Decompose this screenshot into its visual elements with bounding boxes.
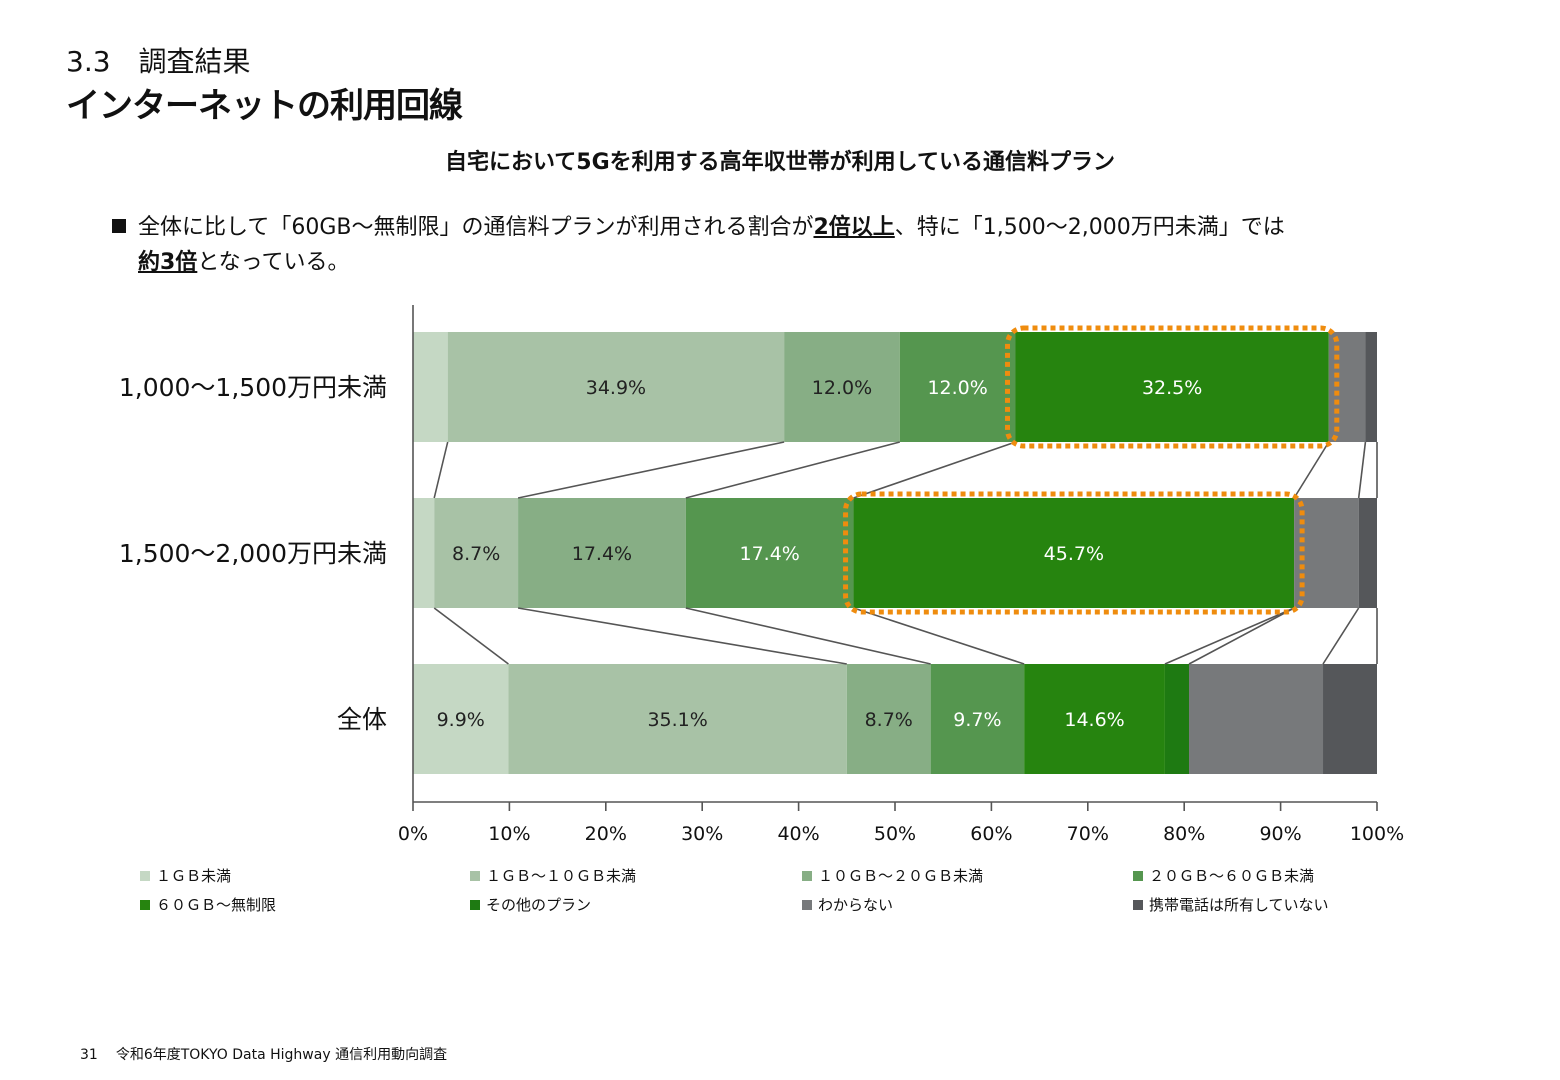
legend-label: ２０ＧＢ～６０ＧＢ未満 — [1149, 867, 1314, 885]
category-label: 1,500～2,000万円未満 — [119, 539, 387, 568]
bar-segment — [930, 664, 1025, 774]
note-text: 全体に比して「60GB～無制限」の通信料プランが利用される割合が — [138, 215, 814, 240]
page-number: 31 — [80, 1047, 98, 1063]
connector-line — [1322, 607, 1360, 665]
legend-swatch — [1133, 900, 1143, 910]
data-label: 17.4% — [740, 543, 800, 565]
bar-segment — [1015, 332, 1329, 442]
data-label: 32.5% — [1142, 377, 1202, 399]
bar-segment — [508, 664, 847, 774]
legend-label: 携帯電話は所有していない — [1149, 896, 1329, 914]
bar-segment — [1164, 664, 1190, 774]
chart-title: 自宅において5Gを利用する高年収世帯が利用している通信料プラン — [444, 150, 1116, 175]
bar-segment — [434, 498, 519, 608]
bar-segment — [1365, 332, 1377, 442]
legend-swatch — [140, 871, 150, 881]
category-label: 1,000～1,500万円未満 — [119, 373, 387, 402]
connector-line — [685, 607, 931, 665]
bar-segment — [1294, 498, 1359, 608]
connector-line — [433, 441, 449, 499]
note-text: 、特に「1,500～2,000万円未満」では — [894, 215, 1285, 240]
legend-swatch — [140, 900, 150, 910]
bar-segment — [413, 332, 448, 442]
bar-segment — [518, 498, 686, 608]
note-emphasis: 2倍以上 — [813, 215, 895, 240]
footer-source: 令和6年度TOKYO Data Highway 通信利用動向調査 — [115, 1047, 448, 1063]
data-label: 9.9% — [437, 709, 485, 731]
x-tick-label: 90% — [1259, 823, 1301, 845]
x-tick-label: 0% — [398, 823, 428, 845]
data-label: 45.7% — [1044, 543, 1104, 565]
note-line-1: 全体に比して「60GB～無制限」の通信料プランが利用される割合が2倍以上、特に「… — [112, 210, 1442, 245]
data-label: 8.7% — [865, 709, 913, 731]
legend-label: １ＧＢ～１０ＧＢ未満 — [486, 867, 636, 885]
bar-segment — [899, 332, 1016, 442]
legend-swatch — [802, 871, 812, 881]
data-label: 17.4% — [572, 543, 632, 565]
bar-segment — [1323, 664, 1377, 774]
connector-line — [1357, 441, 1367, 499]
legend-swatch — [470, 871, 480, 881]
legend-label: その他のプラン — [486, 896, 591, 914]
legend-label: １ＧＢ未満 — [156, 867, 231, 885]
page-title: インターネットの利用回線 — [66, 86, 463, 126]
x-tick-label: 100% — [1350, 823, 1404, 845]
x-tick-label: 50% — [874, 823, 916, 845]
bar-segment — [413, 664, 509, 774]
data-label: 14.6% — [1064, 709, 1124, 731]
connector-line — [517, 607, 847, 665]
square-bullet-icon — [112, 219, 126, 233]
bar-segment — [784, 332, 900, 442]
highlight-box — [843, 491, 1305, 615]
note-text: となっている。 — [197, 250, 350, 275]
bar-segment — [447, 332, 785, 442]
bar-segment — [1328, 332, 1366, 442]
bar-segment — [853, 498, 1295, 608]
x-tick-label: 80% — [1163, 823, 1205, 845]
connector-line — [853, 607, 1025, 665]
legend-swatch — [802, 900, 812, 910]
note-emphasis: 約3倍 — [138, 250, 198, 275]
bar-segment — [413, 498, 435, 608]
data-label: 12.0% — [812, 377, 872, 399]
connector-line — [685, 441, 901, 499]
data-label: 35.1% — [647, 709, 707, 731]
category-label: 全体 — [337, 705, 387, 734]
data-label: 12.0% — [927, 377, 987, 399]
connector-line — [1293, 441, 1330, 499]
x-tick-label: 40% — [777, 823, 819, 845]
legend-label: １０ＧＢ～２０ＧＢ未満 — [818, 867, 983, 885]
data-label: 34.9% — [586, 377, 646, 399]
bar-segment — [685, 498, 854, 608]
legend-swatch — [1133, 871, 1143, 881]
x-tick-label: 70% — [1067, 823, 1109, 845]
bar-segment — [1024, 664, 1165, 774]
connector-line — [517, 441, 785, 499]
footer: 31 令和6年度TOKYO Data Highway 通信利用動向調査 — [80, 1044, 465, 1064]
data-label: 9.7% — [953, 709, 1001, 731]
connector-line — [433, 607, 509, 665]
note-line-2: 約3倍となっている。 — [112, 245, 1442, 280]
data-label: 8.7% — [452, 543, 500, 565]
legend-swatch — [470, 900, 480, 910]
bar-segment — [846, 664, 931, 774]
section-number: 3.3 調査結果 — [66, 45, 251, 78]
connector-line — [1164, 607, 1295, 665]
bar-segment — [1189, 664, 1324, 774]
legend-label: ６０ＧＢ～無制限 — [156, 896, 276, 914]
x-tick-label: 30% — [681, 823, 723, 845]
summary-note: 全体に比して「60GB～無制限」の通信料プランが利用される割合が2倍以上、特に「… — [112, 210, 1442, 280]
legend-label: わからない — [818, 896, 893, 914]
x-tick-label: 20% — [585, 823, 627, 845]
highlight-box — [1005, 325, 1340, 449]
connector-line — [1188, 607, 1295, 665]
bar-segment — [1358, 498, 1377, 608]
x-tick-label: 60% — [970, 823, 1012, 845]
x-tick-label: 10% — [488, 823, 530, 845]
connector-line — [853, 441, 1016, 499]
